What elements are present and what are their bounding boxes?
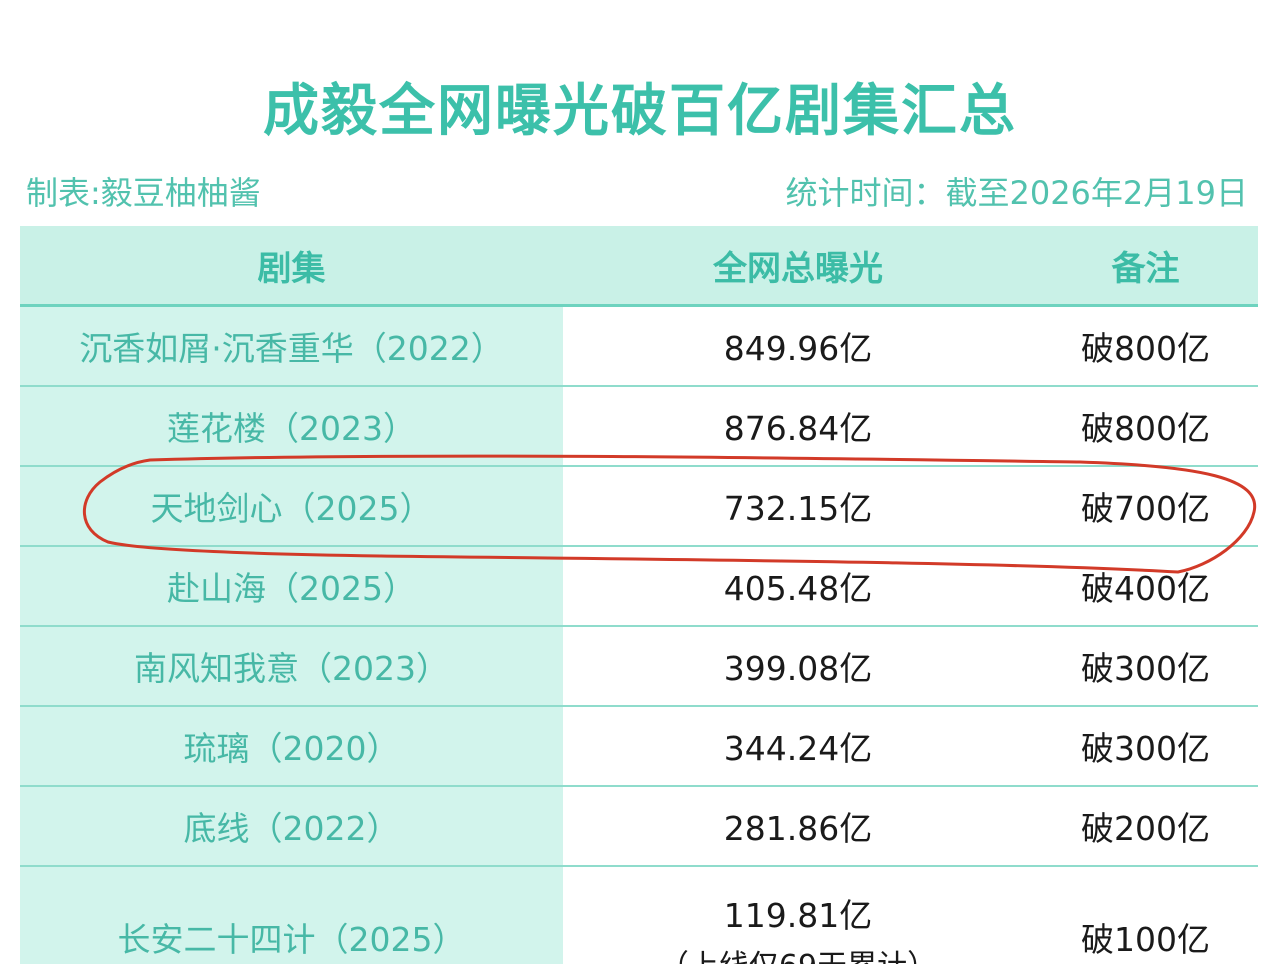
drama-name: 天地剑心（2025） bbox=[20, 467, 563, 545]
remark-cell: 破800亿 bbox=[1033, 387, 1258, 465]
remark-cell: 破200亿 bbox=[1033, 787, 1258, 865]
exposure-cell: 119.81亿 （上线仅69天累计） bbox=[563, 867, 1033, 964]
remark-cell: 破400亿 bbox=[1033, 547, 1258, 625]
table-row: 赴山海（2025） 405.48亿 破400亿 bbox=[20, 547, 1258, 627]
header-drama: 剧集 bbox=[257, 248, 326, 289]
stat-time: 统计时间：截至2026年2月19日 bbox=[785, 174, 1248, 212]
exposure-value: 399.08亿 bbox=[723, 649, 873, 688]
drama-name: 赴山海（2025） bbox=[20, 547, 563, 625]
drama-name: 长安二十四计（2025） bbox=[20, 867, 563, 964]
drama-name: 底线（2022） bbox=[20, 787, 563, 865]
exposure-cell: 405.48亿 bbox=[563, 547, 1033, 625]
exposure-note: （上线仅69天累计） bbox=[659, 941, 937, 964]
drama-name: 南风知我意（2023） bbox=[20, 627, 563, 705]
table-maker: 制表:毅豆柚柚酱 bbox=[26, 174, 261, 212]
table-row: 莲花楼（2023） 876.84亿 破800亿 bbox=[20, 387, 1258, 467]
remark-cell: 破100亿 bbox=[1033, 867, 1258, 964]
table-row: 底线（2022） 281.86亿 破200亿 bbox=[20, 787, 1258, 867]
exposure-cell: 876.84亿 bbox=[563, 387, 1033, 465]
exposure-cell: 399.08亿 bbox=[563, 627, 1033, 705]
remark-cell: 破800亿 bbox=[1033, 307, 1258, 385]
exposure-cell: 344.24亿 bbox=[563, 707, 1033, 785]
exposure-value: 849.96亿 bbox=[723, 329, 873, 368]
drama-name: 沉香如屑·沉香重华（2022） bbox=[20, 307, 563, 385]
drama-name: 琉璃（2020） bbox=[20, 707, 563, 785]
header-exposure: 全网总曝光 bbox=[713, 248, 883, 289]
remark-cell: 破300亿 bbox=[1033, 627, 1258, 705]
remark-cell: 破700亿 bbox=[1033, 467, 1258, 545]
table-row: 沉香如屑·沉香重华（2022） 849.96亿 破800亿 bbox=[20, 307, 1258, 387]
table-row: 南风知我意（2023） 399.08亿 破300亿 bbox=[20, 627, 1258, 707]
exposure-cell: 849.96亿 bbox=[563, 307, 1033, 385]
summary-table: 剧集 全网总曝光 备注 沉香如屑·沉香重华（2022） 849.96亿 破800… bbox=[20, 226, 1258, 964]
exposure-value: 344.24亿 bbox=[723, 729, 873, 768]
exposure-value: 119.81亿 bbox=[723, 896, 873, 935]
drama-name: 莲花楼（2023） bbox=[20, 387, 563, 465]
remark-cell: 破300亿 bbox=[1033, 707, 1258, 785]
exposure-value: 732.15亿 bbox=[723, 489, 873, 528]
header-remark: 备注 bbox=[1111, 248, 1180, 289]
table-header: 剧集 全网总曝光 备注 bbox=[20, 226, 1258, 307]
table-row: 长安二十四计（2025） 119.81亿 （上线仅69天累计） 破100亿 bbox=[20, 867, 1258, 964]
exposure-cell: 281.86亿 bbox=[563, 787, 1033, 865]
table-row: 天地剑心（2025） 732.15亿 破700亿 bbox=[20, 467, 1258, 547]
exposure-value: 405.48亿 bbox=[723, 569, 873, 608]
table-row: 琉璃（2020） 344.24亿 破300亿 bbox=[20, 707, 1258, 787]
exposure-cell: 732.15亿 bbox=[563, 467, 1033, 545]
page-title: 成毅全网曝光破百亿剧集汇总 bbox=[263, 79, 1017, 144]
exposure-value: 876.84亿 bbox=[723, 409, 873, 448]
exposure-value: 281.86亿 bbox=[723, 809, 873, 848]
